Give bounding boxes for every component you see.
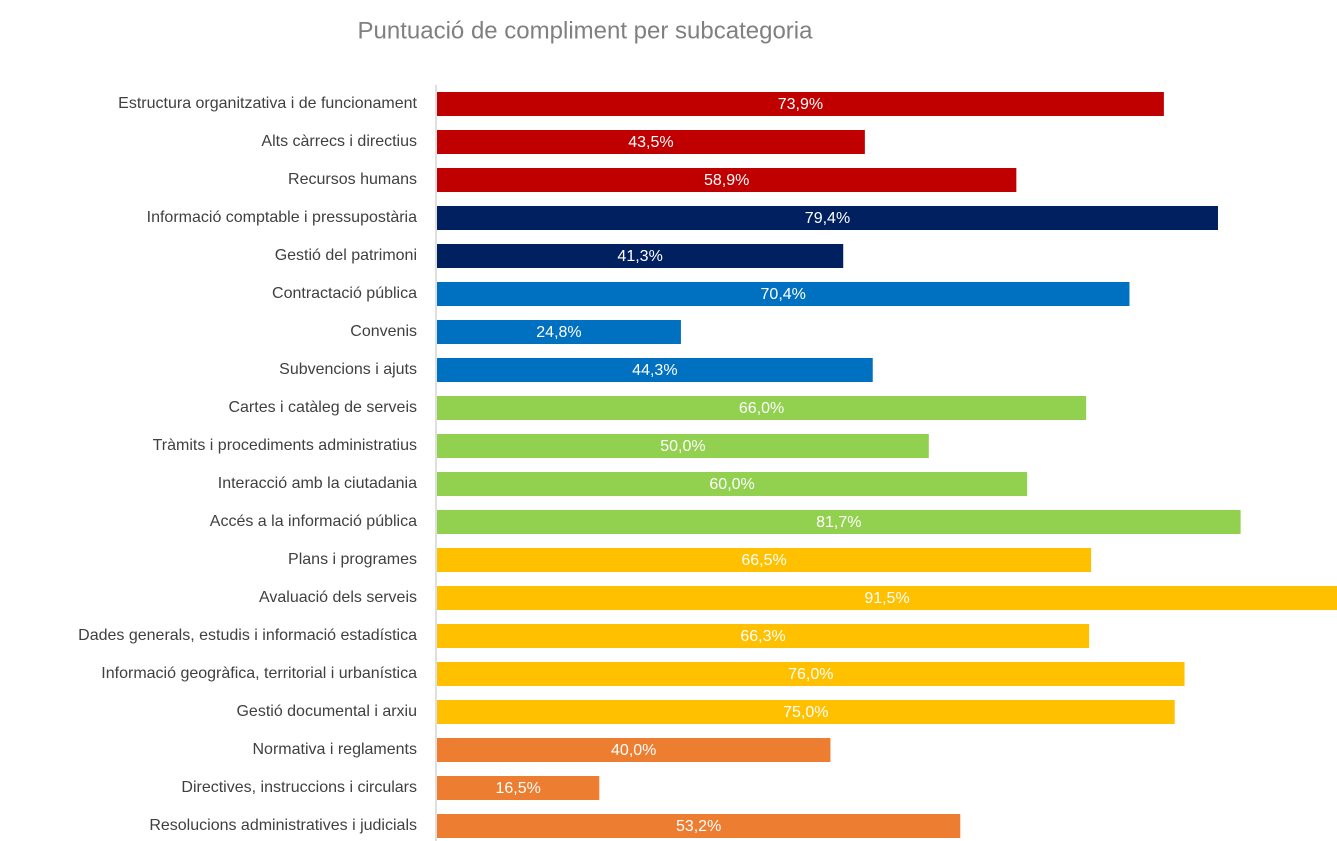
- value-label: 70,4%: [761, 286, 806, 303]
- bar: [437, 92, 1164, 116]
- category-label: Alts càrrecs i directius: [261, 133, 417, 150]
- chart-title: Puntuació de compliment per subcategoria: [358, 17, 814, 44]
- value-label: 81,7%: [816, 514, 861, 531]
- value-label: 58,9%: [704, 172, 749, 189]
- category-label: Tràmits i procediments administratius: [153, 437, 417, 454]
- bar: [437, 434, 929, 458]
- category-label: Recursos humans: [288, 171, 417, 188]
- value-label: 43,5%: [628, 134, 673, 151]
- bar: [437, 776, 600, 800]
- category-label: Avaluació dels serveis: [259, 589, 417, 606]
- value-label: 73,9%: [778, 96, 823, 113]
- value-label: 16,5%: [495, 780, 540, 797]
- category-label: Directives, instruccions i circulars: [181, 779, 417, 796]
- category-label: Convenis: [350, 323, 417, 340]
- value-label: 50,0%: [660, 438, 705, 455]
- value-label: 53,2%: [676, 818, 721, 835]
- value-label: 91,5%: [864, 590, 909, 607]
- value-label: 24,8%: [536, 324, 581, 341]
- bar: [437, 510, 1241, 534]
- value-label: 79,4%: [805, 210, 850, 227]
- bar: [437, 472, 1028, 496]
- bar: [437, 700, 1175, 724]
- category-label: Resolucions administratives i judicials: [149, 817, 417, 834]
- category-label: Gestió del patrimoni: [275, 247, 417, 264]
- category-label: Accés a la informació pública: [210, 513, 417, 530]
- category-label: Normativa i reglaments: [253, 741, 418, 758]
- category-label: Plans i programes: [288, 551, 417, 568]
- bar: [437, 358, 873, 382]
- category-label: Estructura organitzativa i de funcioname…: [118, 95, 417, 112]
- value-label: 75,0%: [783, 704, 828, 721]
- value-label: 66,5%: [741, 552, 786, 569]
- category-label: Subvencions i ajuts: [279, 361, 417, 378]
- category-label: Dades generals, estudis i informació est…: [78, 627, 417, 644]
- bar: [437, 624, 1090, 648]
- bar: [437, 662, 1185, 686]
- bar: [437, 130, 865, 154]
- bar: [437, 168, 1017, 192]
- bar: [437, 548, 1092, 572]
- category-label: Informació geogràfica, territorial i urb…: [101, 665, 417, 682]
- category-label: Contractació pública: [272, 285, 417, 302]
- value-label: 41,3%: [617, 248, 662, 265]
- bar: [437, 206, 1218, 230]
- bar: [437, 738, 831, 762]
- value-label: 40,0%: [611, 742, 656, 759]
- value-label: 66,3%: [740, 628, 785, 645]
- category-label: Informació comptable i pressupostària: [147, 209, 417, 226]
- category-label: Interacció amb la ciutadania: [218, 475, 417, 492]
- value-label: 44,3%: [632, 362, 677, 379]
- bar: [437, 586, 1337, 610]
- bar: [437, 282, 1130, 306]
- bar: [437, 814, 961, 838]
- category-label: Gestió documental i arxiu: [236, 703, 417, 720]
- value-label: 66,0%: [739, 400, 784, 417]
- bar: [437, 320, 681, 344]
- value-label: 76,0%: [788, 666, 833, 683]
- value-label: 60,0%: [709, 476, 754, 493]
- bar: [437, 244, 844, 268]
- bar: [437, 396, 1087, 420]
- category-label: Cartes i catàleg de serveis: [228, 399, 417, 416]
